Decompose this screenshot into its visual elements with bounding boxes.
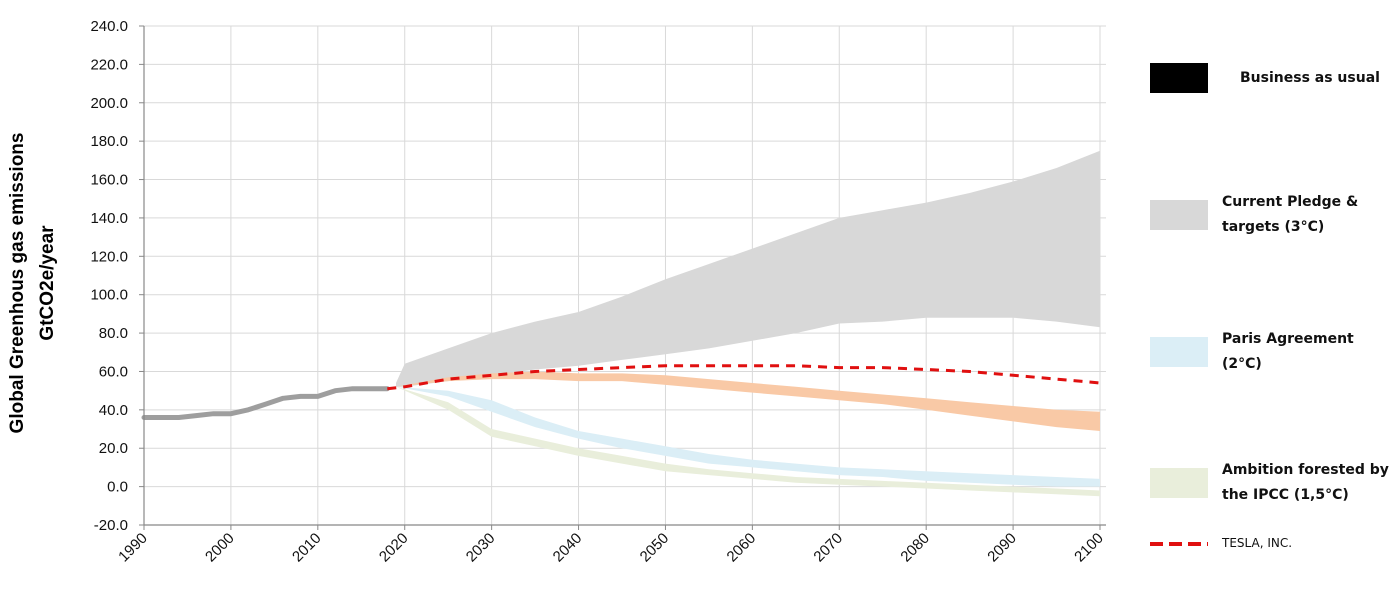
y-axis-label-line1: Global Greenhous gas emissions	[7, 133, 28, 434]
y-tick-label: 0.0	[107, 479, 128, 496]
y-tick-label: 100.0	[90, 287, 128, 304]
legend-label-paris-agreement: Paris Agreement (2°C)	[1222, 331, 1354, 372]
y-tick-label: -20.0	[94, 517, 128, 534]
axes	[139, 25, 1106, 530]
x-tick-label: 2000	[202, 530, 238, 566]
legend-item-business-as-usual: Business as usual	[1150, 63, 1400, 93]
legend-item-current-pledge: Current Pledge & targets (3°C)	[1150, 190, 1394, 240]
band-ipcc	[396, 386, 1100, 497]
x-tick-label: 2040	[550, 530, 586, 566]
y-tick-label: 60.0	[99, 363, 128, 380]
x-tick-label: 2100	[1071, 530, 1107, 566]
band-current_pledge	[396, 150, 1100, 387]
series-lines	[141, 364, 1101, 420]
y-tick-label: 40.0	[99, 402, 128, 419]
emissions-chart: 240.0 220.0 200.0 180.0 160.0 140.0 120.0 100.0…	[7, 18, 1107, 566]
legend-item-paris-agreement: Paris Agreement (2°C)	[1150, 327, 1372, 377]
legend-swatch-ipcc	[1150, 468, 1208, 498]
x-tick-label: 2080	[897, 530, 933, 566]
y-tick-label: 240.0	[90, 18, 128, 35]
x-tick-label: 2010	[289, 530, 325, 566]
x-tick-label: 2090	[984, 530, 1020, 566]
band-paris	[396, 386, 1100, 487]
line-tesla	[387, 364, 1101, 391]
legend-label-ipcc: Ambition forested by the IPCC (1,5°C)	[1222, 462, 1389, 503]
x-tick-label: 2020	[376, 530, 412, 566]
x-tick-label: 2050	[637, 530, 673, 566]
legend: Business as usual Current Pledge & targe…	[1150, 0, 1400, 595]
x-tick-label: 2070	[810, 530, 846, 566]
scenario-bands	[396, 150, 1100, 497]
line-historical	[141, 386, 390, 420]
legend-item-tesla: TESLA, INC.	[1150, 531, 1394, 556]
y-tick-label: 200.0	[90, 95, 128, 112]
legend-swatch-paris-agreement	[1150, 337, 1208, 367]
y-tick-label: 160.0	[90, 172, 128, 189]
y-tick-label: 180.0	[90, 133, 128, 150]
x-tick-label: 2030	[463, 530, 499, 566]
y-tick-labels: 240.0 220.0 200.0 180.0 160.0 140.0 120.0 100.0…	[90, 18, 128, 534]
legend-label-tesla: TESLA, INC.	[1222, 536, 1293, 550]
legend-label-business-as-usual: Business as usual	[1240, 69, 1380, 86]
legend-swatch-business-as-usual	[1150, 63, 1208, 93]
y-tick-label: 20.0	[99, 440, 128, 457]
legend-swatch-current-pledge	[1150, 200, 1208, 230]
y-tick-label: 80.0	[99, 325, 128, 342]
legend-label-current-pledge: Current Pledge & targets (3°C)	[1222, 194, 1359, 235]
y-tick-label: 120.0	[90, 248, 128, 265]
legend-swatch-tesla	[1150, 541, 1208, 546]
x-tick-labels: 1990 2000 2010 2020 2030 2040 2050 2060 2070 2080…	[115, 530, 1107, 566]
y-tick-label: 220.0	[90, 56, 128, 73]
x-tick-label: 1990	[115, 530, 151, 566]
y-axis-label-line2: GtCO2e/year	[37, 225, 58, 341]
legend-item-ipcc: Ambition forested by the IPCC (1,5°C)	[1150, 458, 1398, 508]
x-tick-label: 2060	[724, 530, 760, 566]
band-tesla_band	[396, 371, 1100, 431]
y-tick-label: 140.0	[90, 210, 128, 227]
